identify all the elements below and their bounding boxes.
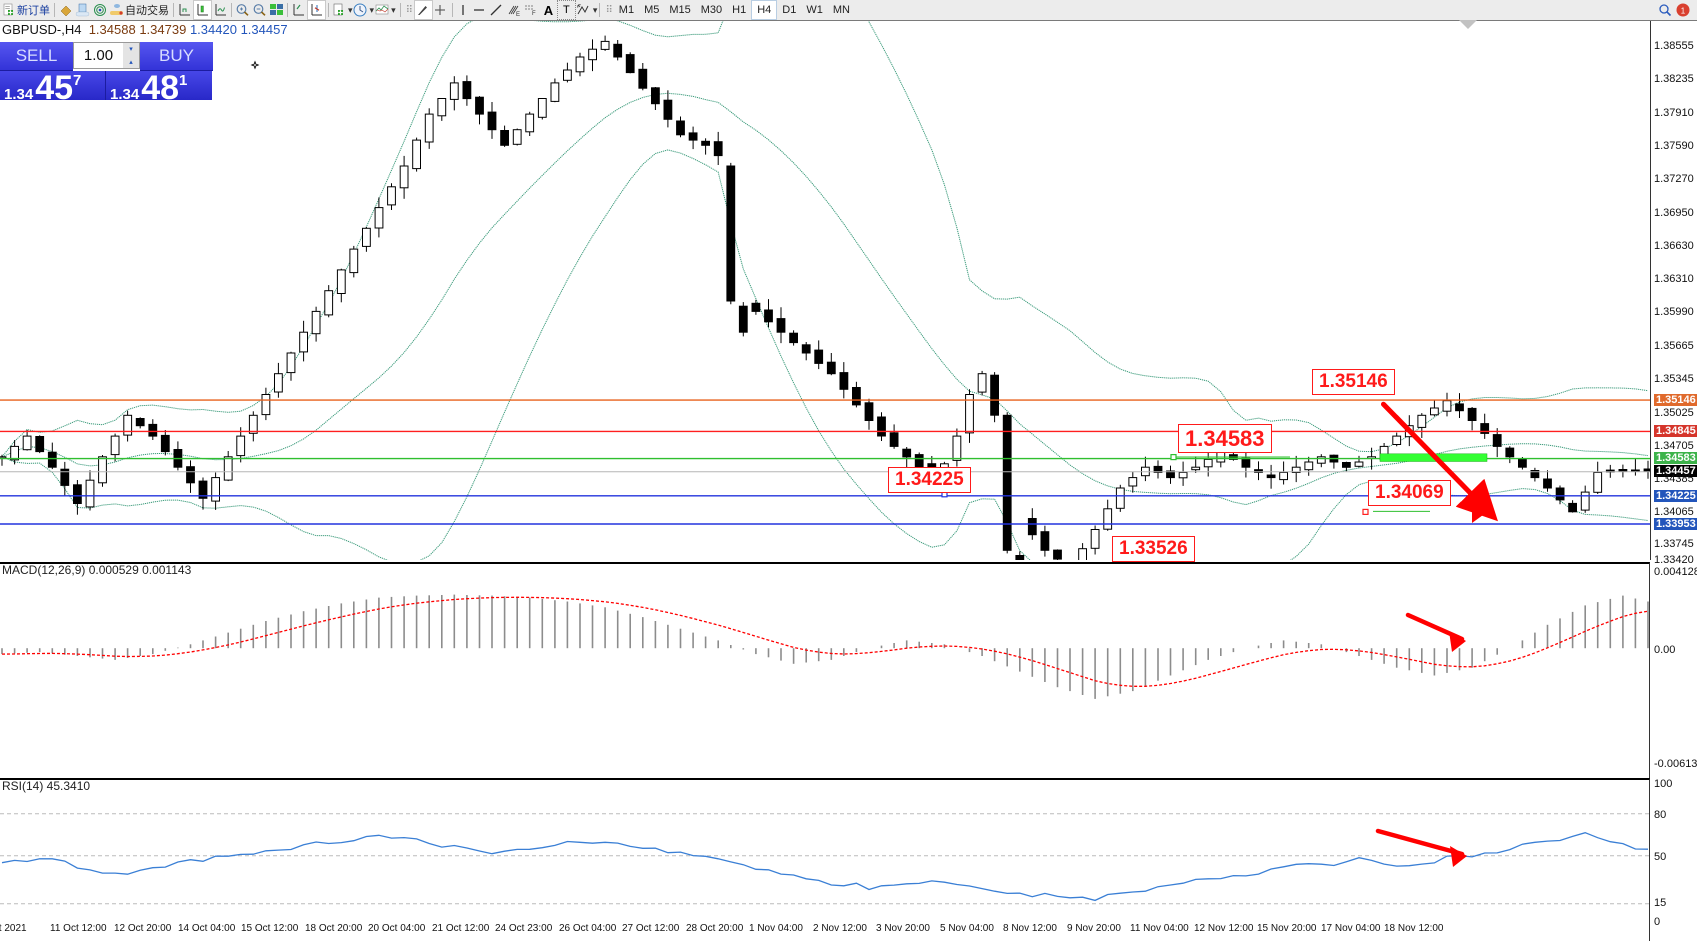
svg-text:F: F bbox=[532, 11, 536, 17]
svg-text:1: 1 bbox=[1680, 7, 1685, 16]
svg-text:E: E bbox=[516, 12, 520, 17]
